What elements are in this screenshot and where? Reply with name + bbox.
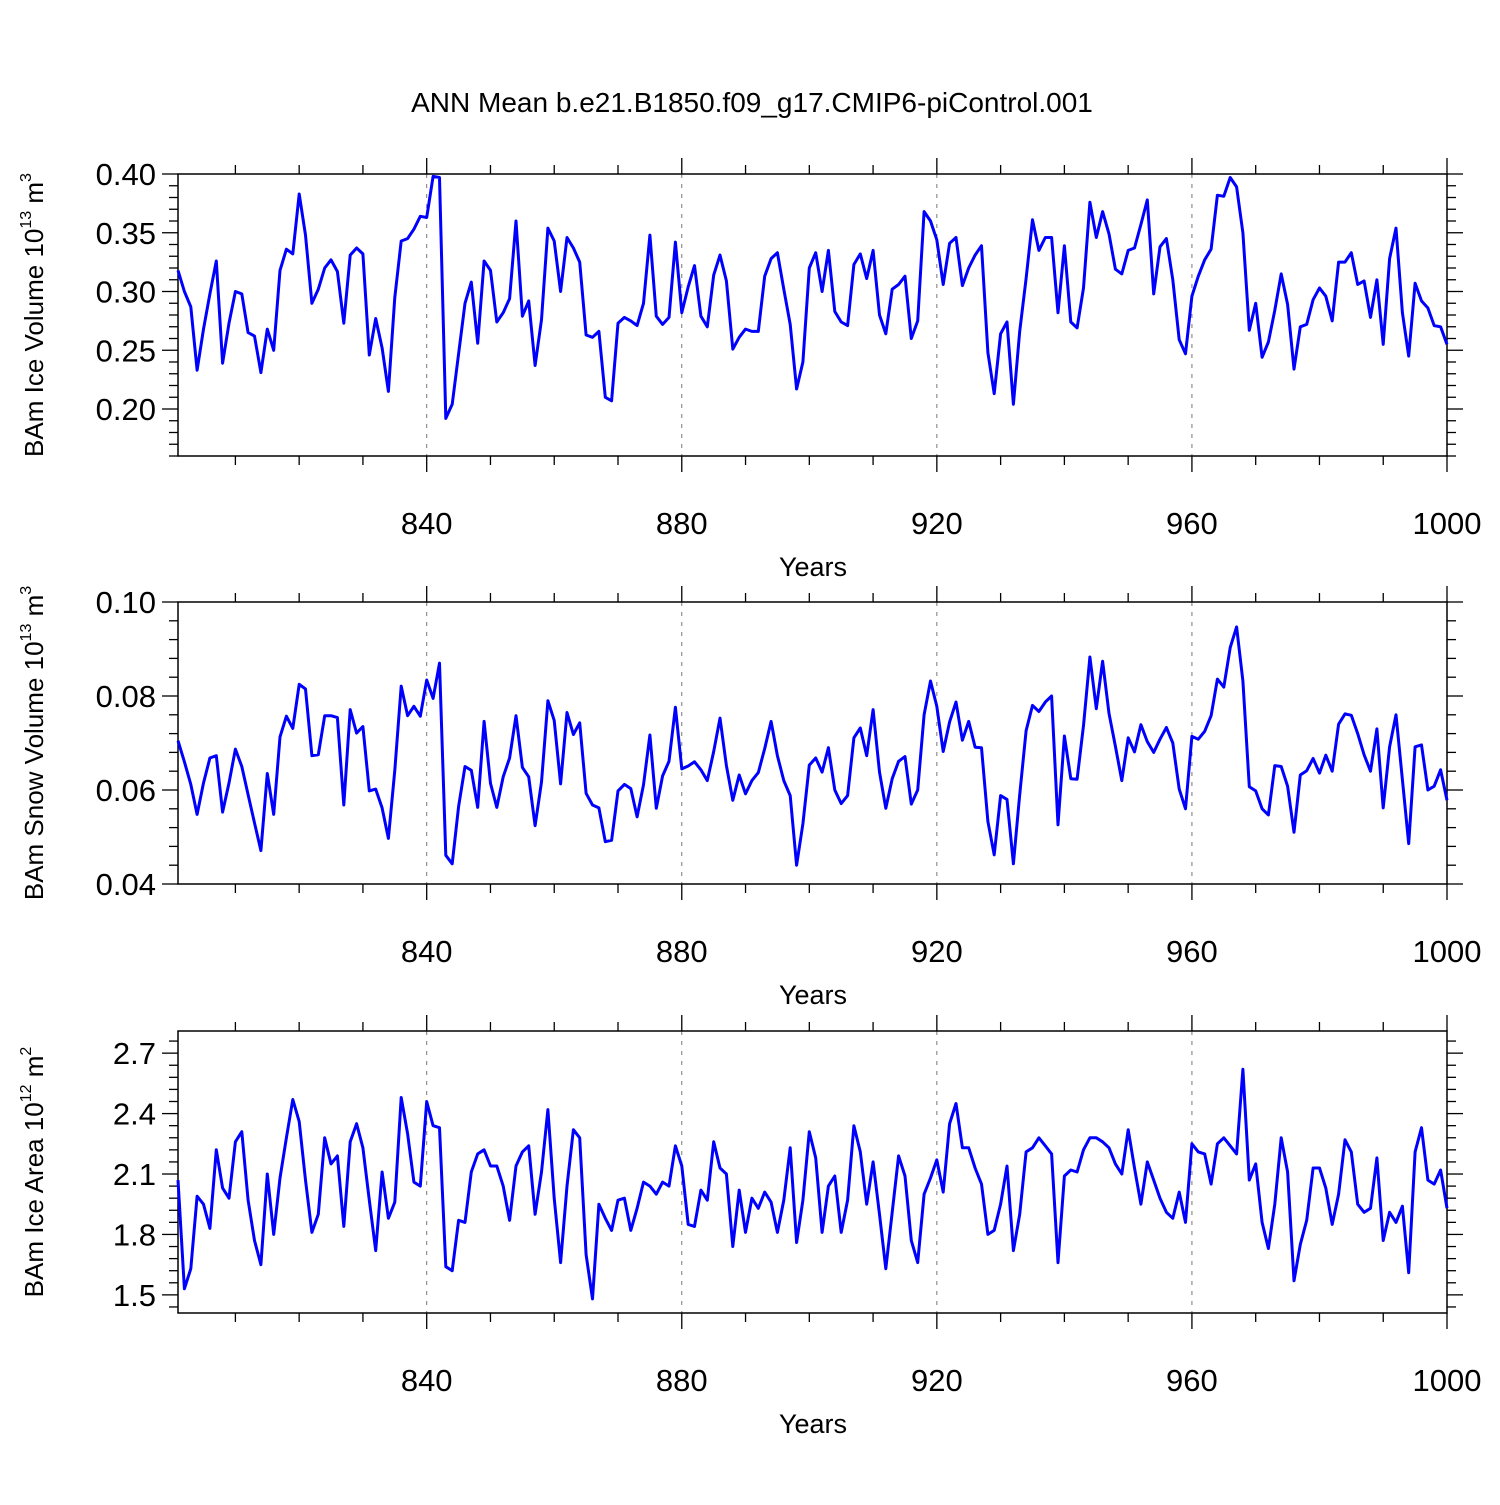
- x-tick-label: 1000: [1413, 1363, 1482, 1398]
- x-tick-label: 880: [656, 1363, 708, 1398]
- y-tick-label: 2.4: [113, 1097, 156, 1132]
- y-tick-label: 0.10: [96, 585, 156, 620]
- x-tick-label: 840: [401, 506, 453, 541]
- x-tick-label: 960: [1166, 506, 1218, 541]
- x-tick-label: 880: [656, 506, 708, 541]
- x-tick-label: 840: [401, 1363, 453, 1398]
- x-tick-label: 840: [401, 934, 453, 969]
- x-tick-label: 880: [656, 934, 708, 969]
- plot-frame: [177, 1030, 1448, 1314]
- y-tick-label: 1.8: [113, 1217, 156, 1252]
- y-axis-label: BAm Ice Area 1012 m2: [18, 1047, 49, 1298]
- plot-frame: [177, 601, 1448, 885]
- y-tick-label: 0.04: [96, 867, 156, 902]
- x-tick-label: 920: [911, 506, 963, 541]
- y-tick-label: 0.06: [96, 773, 156, 808]
- y-axis-label: BAm Snow Volume 1013 m3: [18, 586, 49, 900]
- y-axis-label: BAm Ice Volume 1013 m3: [18, 173, 49, 457]
- chart-panel-3: 840 880 920 960 1000 Years 1.5 1.8 2.1 2.4 2.7 BAm …: [18, 1015, 1481, 1439]
- x-tick-label: 1000: [1413, 506, 1482, 541]
- y-tick-label: 0.20: [96, 392, 156, 427]
- data-series-line: [176, 1067, 1449, 1301]
- x-tick-label: 960: [1166, 934, 1218, 969]
- chart-panel-1: 840 880 920 960 1000 Years 0.20 0.25 0.30 0.35 0.4…: [18, 157, 1481, 582]
- x-tick-label: 960: [1166, 1363, 1218, 1398]
- data-series-line: [176, 625, 1449, 867]
- x-tick-label: 1000: [1413, 934, 1482, 969]
- y-tick-label: 0.08: [96, 679, 156, 714]
- x-tick-label: 920: [911, 934, 963, 969]
- x-axis-label: Years: [779, 1409, 847, 1439]
- y-tick-label: 0.25: [96, 333, 156, 368]
- y-tick-label: 2.7: [113, 1036, 156, 1071]
- x-tick-label: 920: [911, 1363, 963, 1398]
- y-tick-label: 0.35: [96, 216, 156, 251]
- x-axis-label: Years: [779, 980, 847, 1010]
- y-tick-label: 2.1: [113, 1157, 156, 1192]
- chart-panel-2: 840 880 920 960 1000 Years 0.04 0.06 0.08 0.10 BAm…: [18, 585, 1481, 1010]
- x-axis-label: Years: [779, 552, 847, 582]
- y-tick-label: 1.5: [113, 1278, 156, 1313]
- y-tick-label: 0.40: [96, 157, 156, 192]
- y-tick-label: 0.30: [96, 275, 156, 310]
- figure-title: ANN Mean b.e21.B1850.f09_g17.CMIP6-piCon…: [411, 87, 1093, 118]
- data-series-line: [176, 174, 1449, 420]
